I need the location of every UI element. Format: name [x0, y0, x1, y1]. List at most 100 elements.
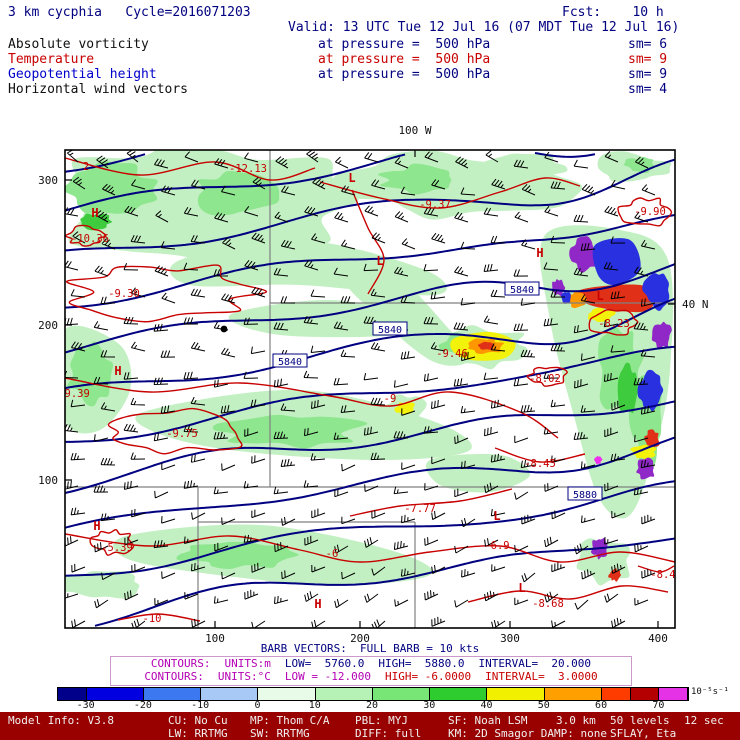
legend-units: UNITS:m: [224, 657, 271, 670]
colorbar-tick-label: 60: [595, 700, 608, 711]
longitude-label: 100 W: [398, 124, 431, 137]
temperature-value-label: -12.13: [229, 163, 267, 175]
colorbar-segment: [659, 688, 688, 700]
height-contour-label: 5840: [278, 357, 302, 368]
height-label-box: [372, 321, 408, 336]
y-axis-tick-label: 300: [38, 174, 58, 187]
temperature-value-label: 2: [83, 161, 89, 173]
axis-labels: 100 200 300 400 300 200 100: [38, 174, 668, 645]
height-contour-label: 5840: [510, 285, 534, 296]
y-axis-tick-label: 200: [38, 319, 58, 332]
pressure-extremum-marker: H: [314, 597, 321, 611]
x-axis-tick-label: 100: [205, 632, 225, 645]
field-label: Geopotential height: [8, 67, 157, 82]
x-axis-tick-label: 300: [500, 632, 520, 645]
model-info-item: CU: No Cu: [168, 714, 228, 727]
colorbar-tick-label: 40: [480, 700, 493, 711]
temperature-value-label: -9.75: [166, 428, 198, 440]
temperature-value-label: -8.45: [524, 458, 556, 470]
height-label-box: [272, 353, 308, 368]
temperature-labels: 2 -12.13 L -9.37 -9.90 H -10.36 H L -9.30 L -8.23 -9…: [58, 161, 675, 625]
temperature-value-label: -9.90: [634, 206, 666, 218]
valid-time: Valid: 13 UTC Tue 12 Jul 16 (07 MDT Tue …: [288, 20, 680, 35]
pressure-extremum-marker: L: [376, 254, 383, 268]
x-axis-tick-label: 400: [648, 632, 668, 645]
colorbar-tick-label: 20: [365, 700, 379, 711]
temperature-value-label: -9.37: [419, 199, 451, 211]
legend-contours-label: CONTOURS:: [144, 670, 204, 683]
model-info-item: 50 levels: [610, 714, 670, 727]
pressure-extremum-marker: H: [114, 364, 121, 378]
legend-contours-label: CONTOURS:: [150, 657, 211, 670]
forecast-hour: Fcst: 10 h: [562, 5, 664, 20]
colorbar-segment: [487, 688, 545, 700]
height-label-box: [504, 281, 540, 296]
colorbar-segment: [86, 688, 144, 700]
contour-legend: CONTOURS: UNITS:m LOW= 5760.0 HIGH= 5880.0 I…: [110, 656, 632, 686]
y-axis-tick-label: 100: [38, 474, 58, 487]
colorbar-ticks: -30 -20 -10 0 10 20 30 40 50 60 70: [57, 700, 687, 712]
pressure-extremum-marker: L: [348, 171, 355, 185]
model-info-item: SFLAY, Eta: [610, 727, 677, 740]
legend-high: HIGH= -6.0000: [385, 670, 472, 683]
temperature-value-label: -9: [384, 393, 397, 405]
height-contours: [65, 152, 675, 627]
colorbar-tick-label: 50: [537, 700, 550, 711]
model-info-item: PBL: MYJ: [355, 714, 408, 727]
field-label: Absolute vorticity: [8, 37, 149, 52]
legend-units: UNITS:°C: [217, 670, 271, 683]
colorbar-segment: [201, 688, 259, 700]
height-contour-label: 5840: [378, 325, 402, 336]
temperature-value-label: -8.4: [650, 569, 675, 581]
field-smoothing: sm= 4: [628, 82, 668, 97]
colorbar-tick-label: 0: [254, 700, 261, 711]
barb-vectors-note: BARB VECTORS: FULL BARB = 10 kts: [260, 642, 480, 655]
pressure-extremum-marker: H: [91, 206, 98, 220]
vorticity-colorbar: [57, 687, 689, 701]
field-pressure: at pressure = 500 hPa: [318, 67, 491, 82]
colorbar-tick-label: -10: [191, 700, 210, 711]
colorbar-tick-label: 10: [308, 700, 321, 711]
temperature-value-label: -5.39: [101, 542, 133, 554]
x-axis-tick-label: 200: [350, 632, 370, 645]
pressure-extremum-marker: L: [518, 581, 525, 595]
temperature-value-label: -9.39: [58, 388, 90, 400]
temperature-value-label: -8.23: [598, 318, 630, 330]
colorbar-segment: [602, 688, 631, 700]
colorbar-segment: [544, 688, 603, 700]
field-smoothing: sm= 9: [628, 52, 668, 67]
temperature-value-label: -6: [326, 548, 339, 560]
height-contour-legend-row: CONTOURS: UNITS:m LOW= 5760.0 HIGH= 5880.0 I…: [111, 657, 631, 670]
map-frame: [64, 149, 676, 629]
model-info-item: SF: Noah LSM: [448, 714, 528, 727]
model-info-bar: Model Info: V3.8 CU: No Cu MP: Thom C/A PBL…: [0, 712, 740, 740]
temperature-value-label: -9.46: [436, 348, 468, 360]
colorbar-segment: [143, 688, 202, 700]
field-label: Horizontal wind vectors: [8, 82, 189, 97]
colorbar-segment: [430, 688, 488, 700]
station-marker: [220, 325, 228, 333]
height-contour-labels: 5840 5840 5840 5880: [272, 281, 603, 501]
colorbar-tick-label: -20: [133, 700, 152, 711]
model-info-item: KM: 2D Smagor DAMP: none: [448, 727, 607, 740]
latitude-label: 40 N: [682, 298, 709, 311]
field-pressure: at pressure = 500 hPa: [318, 37, 491, 52]
model-info-item: LW: RRTMG: [168, 727, 228, 740]
colorbar-segment: [630, 688, 660, 700]
field-label: Temperature: [8, 52, 95, 67]
model-info-item: SW: RRTMG: [250, 727, 310, 740]
colorbar-unit: 10⁻⁵s⁻¹: [691, 687, 729, 697]
pressure-extremum-marker: L: [493, 509, 500, 523]
pressure-extremum-marker: H: [536, 246, 543, 260]
model-info-item: 12 sec: [684, 714, 724, 727]
field-smoothing: sm= 6: [628, 37, 668, 52]
colorbar-segment: [258, 688, 316, 700]
temperature-value-label: -9.30: [108, 288, 140, 300]
legend-interval: INTERVAL= 20.000: [478, 657, 592, 670]
temperature-value-label: -8.68: [532, 598, 564, 610]
colorbar-tick-label: 30: [423, 700, 436, 711]
temperature-value-label: -10.36: [71, 233, 109, 245]
temperature-value-label: -8.02: [529, 373, 561, 385]
temperature-contours: [65, 157, 675, 622]
